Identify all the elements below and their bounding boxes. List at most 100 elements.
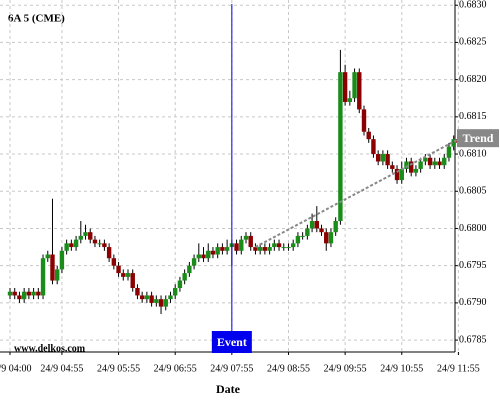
candle-body [125,273,131,277]
y-tick-label: 0.6805 [459,186,487,197]
candle-body [305,228,310,236]
candle-body [442,157,447,166]
candle-body [399,168,404,181]
candle-body [7,291,13,296]
candle-body [385,154,390,166]
candle-body [413,168,419,173]
candle-body [342,72,348,102]
candle-body [309,221,315,229]
candle-body [300,235,305,237]
event-label: Event [217,335,247,349]
candle-body [295,235,301,244]
candle-body [116,265,121,274]
candle-body [338,72,343,222]
candle-body [12,291,17,296]
candle-body [177,280,183,288]
candle-body [121,273,126,277]
candle-body [73,239,79,248]
x-tick-label: 24/9 11:55 [437,363,480,374]
candle-body [286,247,291,249]
event-label-box [211,331,252,353]
candle-body [102,243,107,248]
candle-body [168,295,173,300]
y-tick-label: 0.6795 [459,260,487,271]
candle-body [404,161,409,169]
candle-body [253,247,258,251]
candle-body [78,235,83,240]
candle-body [333,221,338,233]
candle-body [130,273,135,288]
candle-body [210,250,216,255]
candle-body [154,299,159,303]
candle-body [26,291,32,296]
candle-body [158,299,164,307]
x-tick-label: 24/9 04:00 [0,363,32,374]
candle-body [88,232,93,240]
candle-body [319,228,324,233]
candle-body [446,146,452,158]
candle-body [59,250,65,270]
candle-body [262,247,268,251]
x-tick-label: 24/9 05:55 [97,363,140,374]
candle-body [69,243,74,248]
candle-body [409,161,414,173]
candle-body [206,250,211,259]
candle-body [111,258,117,266]
candle-body [64,243,69,251]
candle-body [432,161,437,166]
candle-body [239,239,244,251]
candle-body [375,154,381,162]
y-tick-label: 0.6830 [459,0,487,11]
candle-body [106,247,112,259]
x-tick-label: 24/9 10:55 [380,363,423,374]
candle-body [267,247,272,251]
candle-body [281,247,286,249]
candle-body [390,165,395,169]
candle-body [257,247,263,251]
candle-body [328,232,334,244]
candle-body [173,288,178,296]
candle-body [361,109,367,132]
candle-body [437,161,442,166]
candle-body [92,239,98,244]
candle-body [352,72,357,99]
x-tick-label: 24/9 07:55 [210,363,253,374]
candle-body [248,235,253,248]
candle-body [224,247,230,251]
candle-body [418,161,423,169]
candle-body [139,295,145,300]
x-axis-title: Date [216,382,241,396]
candle-body [31,291,36,296]
y-tick-label: 0.6810 [459,148,487,159]
candle-body [394,168,400,181]
candle-body [55,269,60,281]
candle-body [135,288,140,296]
candle-body [83,232,88,236]
candle-body [45,254,50,259]
candle-body [144,295,150,300]
candle-body [324,232,329,244]
candle-body [191,258,197,266]
candle-body [371,139,376,155]
y-tick-label: 0.6820 [459,74,487,85]
y-tick-label: 0.6815 [459,111,487,122]
watermark: www.delkos.com [14,343,86,354]
trend-label: Trend [463,131,494,145]
y-tick-label: 0.6800 [459,223,487,234]
candle-body [149,295,154,303]
candle-body [21,291,27,300]
candle-body [276,243,282,248]
candle-body [40,258,46,296]
chart-title: 6A 5 (CME) [8,13,65,25]
y-tick-label: 0.6825 [459,37,487,48]
candle-body [215,247,220,255]
candle-body [314,221,319,229]
candle-body [196,254,201,259]
candle-body [347,98,353,102]
candle-body [272,243,277,248]
candle-body [243,235,249,240]
candle-body [234,243,239,251]
x-tick-label: 24/9 09:55 [324,363,367,374]
